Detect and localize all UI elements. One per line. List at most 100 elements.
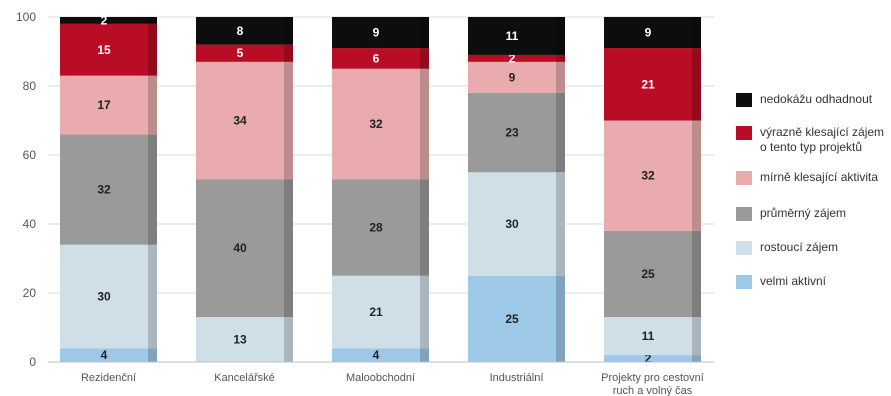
data-label: 13	[233, 333, 247, 347]
bar-segment-side-shade	[284, 179, 293, 318]
data-label: 30	[97, 289, 111, 303]
legend-item: mírně klesající aktivita	[736, 170, 878, 185]
bar-segment-side-shade	[148, 75, 157, 135]
y-tick-label: 80	[23, 79, 37, 93]
x-category-label: Industriální	[490, 372, 544, 384]
legend-label: velmi aktivní	[760, 274, 827, 288]
bar-segment	[604, 120, 701, 231]
bar-segment	[332, 179, 429, 276]
data-label: 9	[509, 70, 516, 84]
data-label: 4	[101, 348, 108, 362]
bar-segment-side-shade	[148, 23, 157, 76]
bar-segment-side-shade	[148, 17, 157, 24]
legend-label: nedokážu odhadnout	[760, 92, 873, 106]
legend-swatch	[736, 275, 752, 289]
legend-swatch	[736, 241, 752, 255]
bar-segment	[332, 275, 429, 349]
data-label: 15	[97, 43, 111, 57]
bar-segment	[60, 23, 157, 76]
y-tick-label: 100	[16, 10, 36, 24]
x-category-label: Rezidenční	[81, 372, 136, 384]
data-label: 40	[233, 241, 247, 255]
y-tick-label: 20	[23, 286, 37, 300]
data-label: 30	[505, 217, 519, 231]
data-label: 25	[505, 312, 519, 326]
bar-segment	[468, 275, 565, 362]
bar-segment	[468, 172, 565, 276]
bar-segment-side-shade	[556, 275, 565, 362]
bar-segment-side-shade	[148, 348, 157, 362]
bar-segment	[604, 230, 701, 318]
data-label: 5	[237, 46, 244, 60]
data-label: 32	[369, 117, 383, 131]
bar-segment-side-shade	[420, 348, 429, 362]
y-tick-label: 0	[29, 355, 36, 369]
bar-segment-side-shade	[692, 120, 701, 231]
bar-segment	[60, 244, 157, 349]
bar-segment	[468, 54, 565, 62]
data-label: 6	[373, 51, 380, 65]
bar-segment-side-shade	[556, 61, 565, 93]
data-label: 2	[101, 13, 108, 27]
bar-segment	[332, 17, 429, 49]
data-label: 23	[505, 126, 519, 140]
y-tick-label: 60	[23, 148, 37, 162]
bar-segment-side-shade	[420, 17, 429, 49]
bar-segment-side-shade	[556, 92, 565, 173]
data-label: 9	[373, 26, 380, 40]
y-tick-label: 40	[23, 217, 37, 231]
bar-segment-side-shade	[692, 317, 701, 356]
x-category-label: Projekty pro cestovní ruch a volný čas	[601, 372, 704, 396]
data-label: 32	[97, 183, 111, 197]
data-label: 21	[641, 77, 655, 91]
bar-segment-side-shade	[692, 230, 701, 318]
data-label: 25	[641, 267, 655, 281]
data-label: 2	[509, 51, 516, 65]
bar-segment-side-shade	[692, 17, 701, 49]
data-label: 32	[641, 169, 655, 183]
legend-label: mírně klesající aktivita	[760, 170, 879, 184]
bar-segment-side-shade	[148, 244, 157, 349]
legend-swatch	[736, 93, 752, 107]
data-label: 28	[369, 220, 383, 234]
bar-segment-side-shade	[420, 48, 429, 69]
bar-segment-side-shade	[284, 317, 293, 362]
legend-swatch	[736, 207, 752, 221]
bar-segment	[468, 61, 565, 93]
data-label: 11	[642, 329, 655, 343]
bar-segment	[332, 48, 429, 69]
bar-segment-side-shade	[556, 54, 565, 62]
x-category-label: Maloobchodní	[346, 372, 415, 384]
data-label: 2	[645, 352, 652, 366]
legend-item: rostoucí zájem	[736, 240, 838, 255]
bar-segment-side-shade	[692, 48, 701, 121]
bar-segment-side-shade	[420, 275, 429, 349]
legend-item: průměrný zájem	[736, 206, 846, 221]
bar-segment-side-shade	[556, 17, 565, 55]
legend-label: průměrný zájem	[760, 206, 847, 220]
x-category-label: Kancelářské	[214, 372, 275, 384]
bar-segment	[604, 317, 701, 356]
bar-segment	[332, 68, 429, 180]
data-label: 17	[97, 98, 111, 112]
bar-segment	[468, 17, 565, 55]
bar-segment	[196, 44, 293, 62]
bar-segment	[604, 355, 701, 362]
bar-segment	[332, 348, 429, 362]
bar-segment-side-shade	[420, 179, 429, 276]
bar-segment-side-shade	[284, 44, 293, 62]
legend-item: výrazně klesající zájem o tento typ proj…	[736, 125, 884, 155]
bar-segment-side-shade	[692, 355, 701, 362]
data-label: 4	[373, 348, 380, 362]
bar-segment	[604, 17, 701, 49]
legend-swatch	[736, 171, 752, 185]
data-label: 8	[237, 24, 244, 38]
legend-item: velmi aktivní	[736, 274, 826, 289]
bar-segment-side-shade	[284, 61, 293, 180]
data-label: 34	[233, 114, 247, 128]
data-label: 21	[369, 305, 383, 319]
bar-segment	[604, 48, 701, 121]
bar-segment-side-shade	[148, 134, 157, 245]
legend-label: výrazně klesající zájem o tento typ proj…	[760, 125, 885, 154]
